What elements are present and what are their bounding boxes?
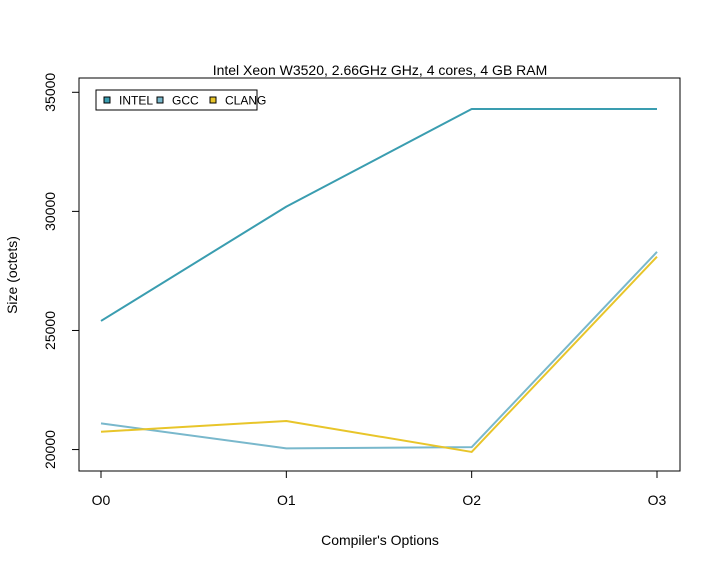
y-tick-label: 35000 [42, 73, 58, 112]
series-lines [100, 107, 658, 453]
x-tick-label: O2 [462, 492, 481, 508]
y-tick-label: 25000 [42, 311, 58, 350]
y-axis: 20000 25000 30000 35000 [42, 73, 80, 469]
x-tick-label: O0 [92, 492, 111, 508]
chart-title: Intel Xeon W3520, 2.66GHz GHz, 4 cores, … [213, 62, 548, 78]
legend-label-clang: CLANG [225, 94, 266, 108]
series-line-clang [100, 255, 658, 453]
legend-swatch-intel [103, 96, 111, 104]
x-tick-label: O1 [277, 492, 296, 508]
y-axis-label: Size (octets) [4, 236, 20, 314]
plot-frame [78, 77, 681, 472]
legend-swatch-gcc [156, 96, 164, 104]
series-line-gcc [100, 251, 658, 450]
x-tick-label: O3 [648, 492, 667, 508]
series-line-intel [100, 107, 657, 322]
legend-label-gcc: GCC [172, 94, 199, 108]
x-axis-label: Compiler's Options [321, 532, 439, 548]
legend-label-intel: INTEL [119, 94, 153, 108]
y-tick-label: 30000 [42, 192, 58, 231]
legend-swatch-clang [209, 96, 217, 104]
x-axis: O0 O1 O2 O3 [92, 471, 667, 508]
legend-box [95, 89, 258, 111]
y-tick-label: 20000 [42, 430, 58, 469]
legend: INTEL GCC CLANG [95, 89, 266, 111]
